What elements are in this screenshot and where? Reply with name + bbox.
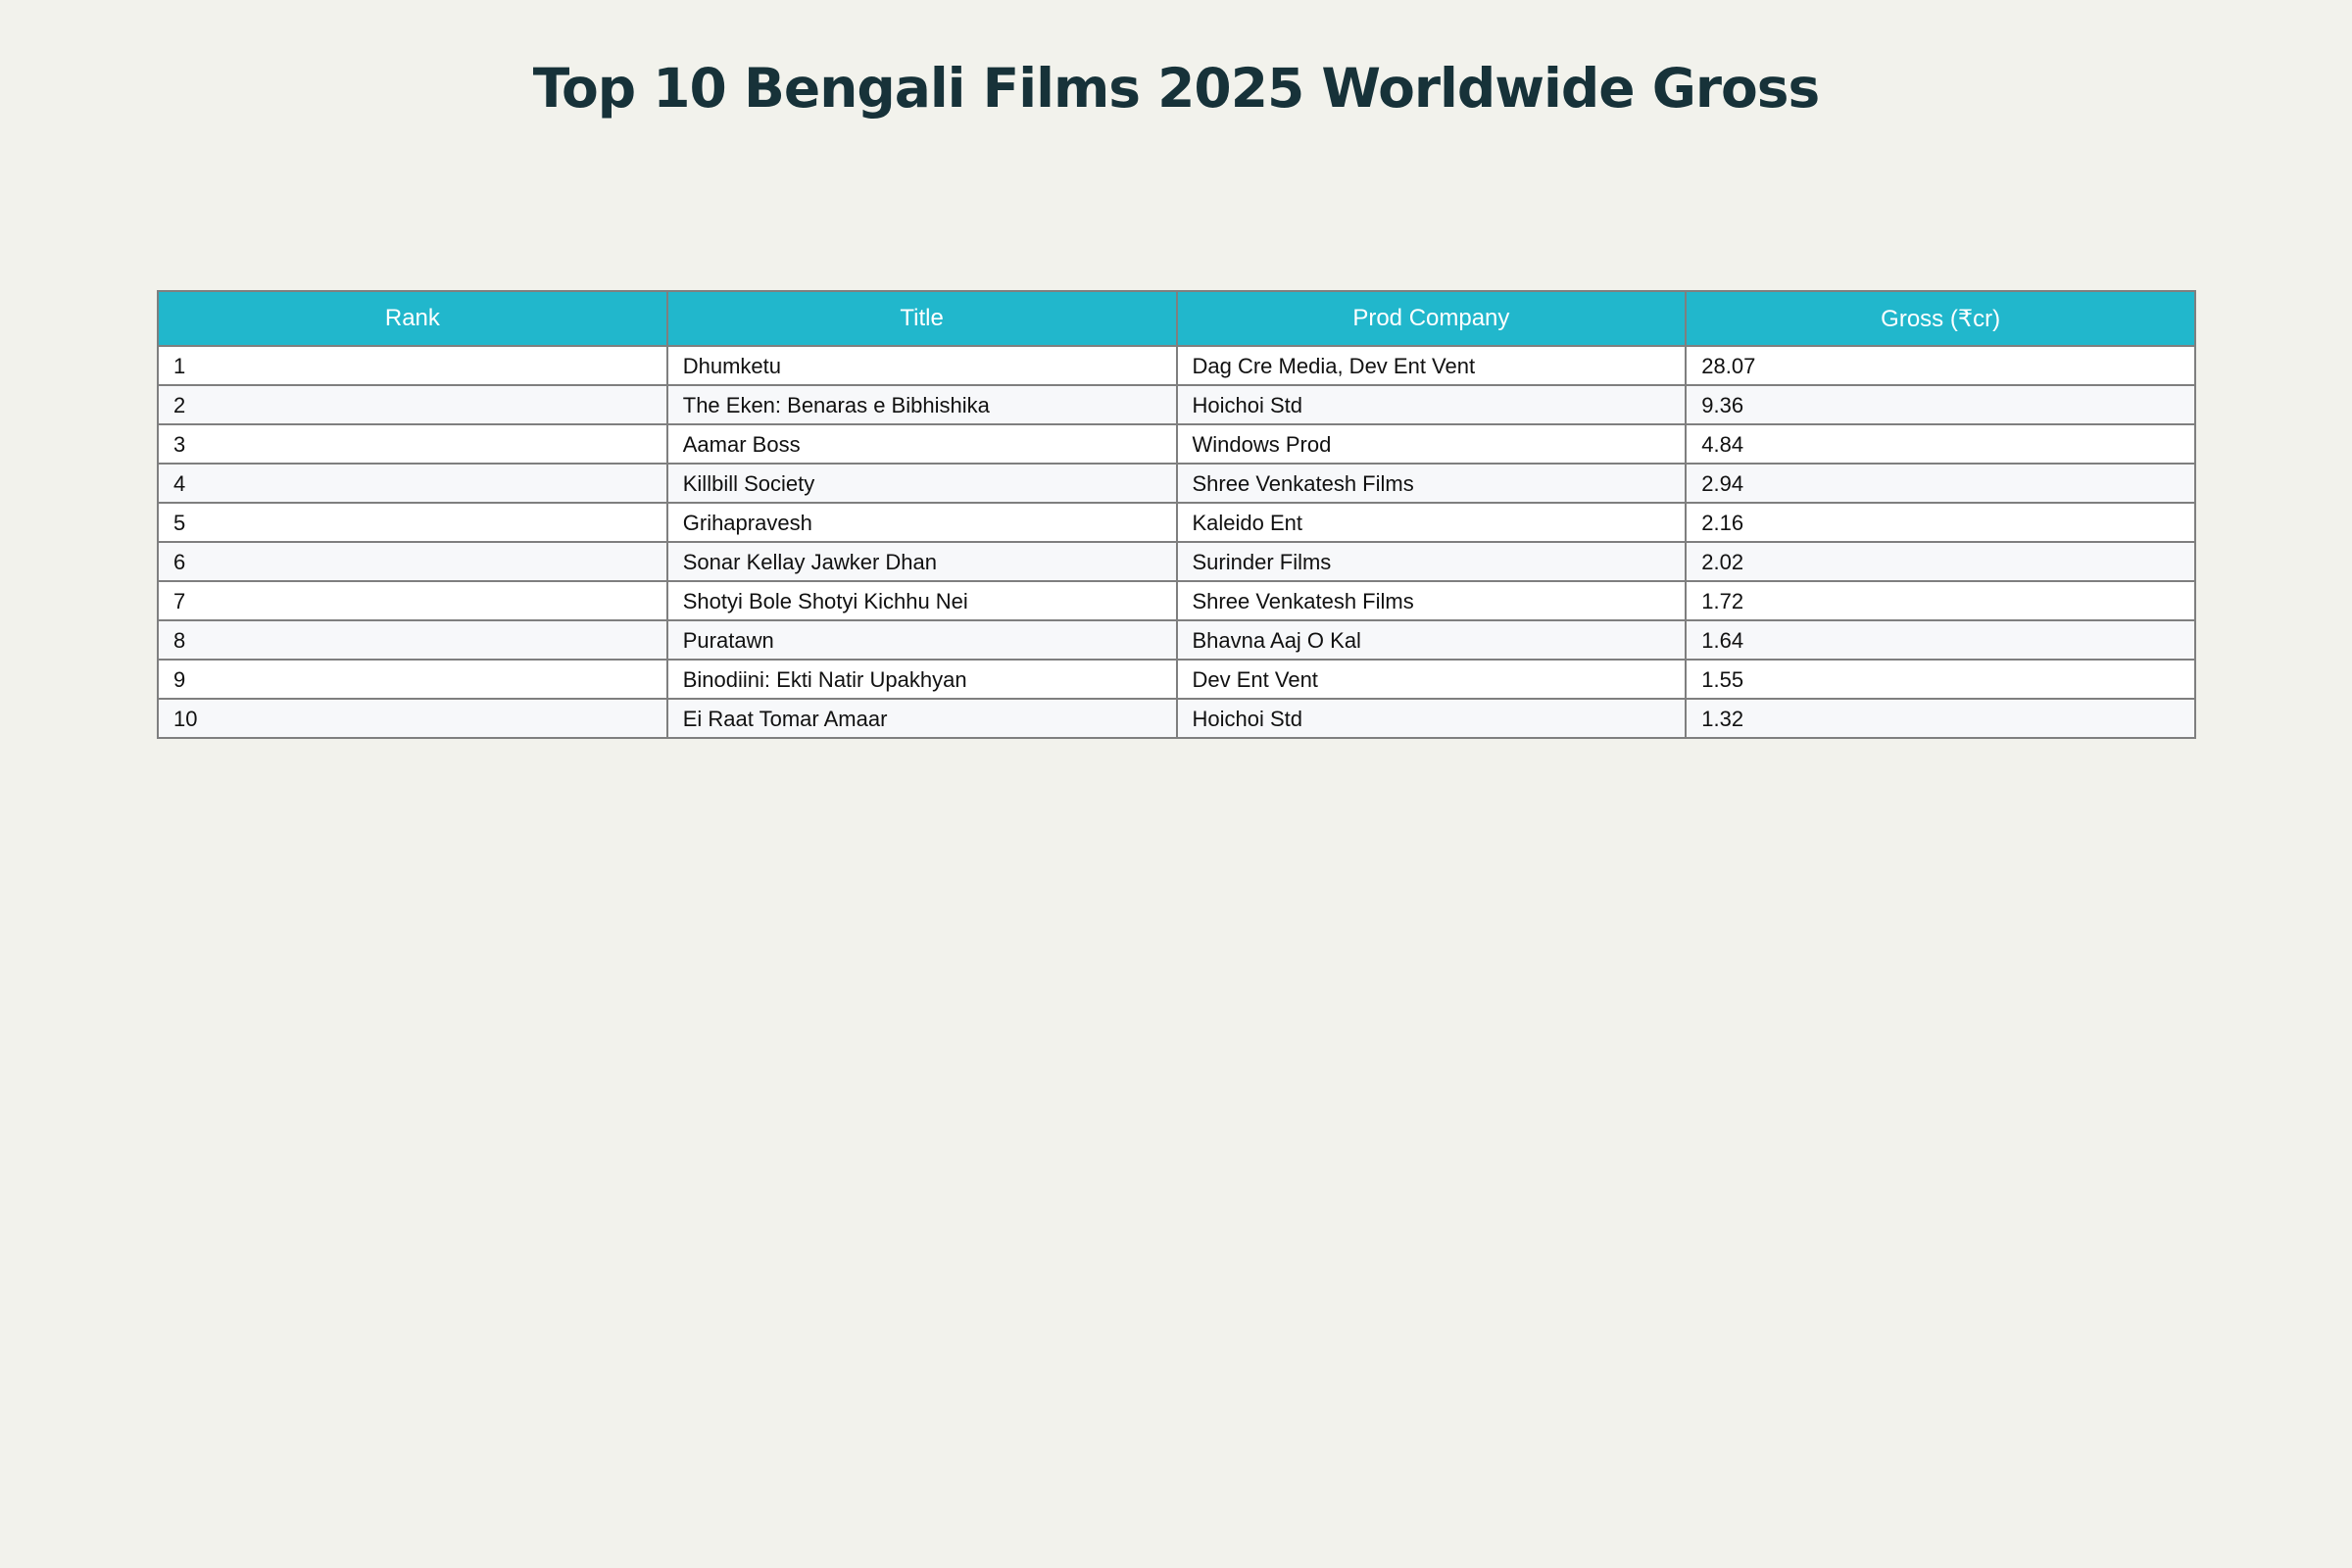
cell-prod-company: Bhavna Aaj O Kal — [1175, 619, 1688, 661]
cell-rank: 5 — [157, 502, 668, 543]
data-table-container: Rank Title Prod Company Gross (₹cr) 1 Dh… — [157, 290, 2196, 739]
table-body: 1 Dhumketu Dag Cre Media, Dev Ent Vent 2… — [157, 345, 2196, 739]
cell-title: The Eken: Benaras e Bibhishika — [665, 384, 1178, 425]
cell-prod-company: Shree Venkatesh Films — [1175, 580, 1688, 621]
table-row: 2 The Eken: Benaras e Bibhishika Hoichoi… — [157, 384, 2196, 425]
cell-rank: 3 — [157, 423, 668, 465]
column-header-prod-company: Prod Company — [1175, 290, 1688, 347]
page-title: Top 10 Bengali Films 2025 Worldwide Gros… — [532, 57, 1820, 120]
cell-gross: 2.16 — [1685, 502, 2196, 543]
table-row: 1 Dhumketu Dag Cre Media, Dev Ent Vent 2… — [157, 345, 2196, 386]
cell-gross: 2.02 — [1685, 541, 2196, 582]
cell-prod-company: Hoichoi Std — [1175, 698, 1688, 739]
cell-rank: 2 — [157, 384, 668, 425]
cell-gross: 1.64 — [1685, 619, 2196, 661]
cell-rank: 1 — [157, 345, 668, 386]
cell-prod-company: Surinder Films — [1175, 541, 1688, 582]
cell-prod-company: Kaleido Ent — [1175, 502, 1688, 543]
table-row: 4 Killbill Society Shree Venkatesh Films… — [157, 463, 2196, 504]
table-row: 3 Aamar Boss Windows Prod 4.84 — [157, 423, 2196, 465]
table-row: 8 Puratawn Bhavna Aaj O Kal 1.64 — [157, 619, 2196, 661]
cell-rank: 6 — [157, 541, 668, 582]
cell-prod-company: Dag Cre Media, Dev Ent Vent — [1175, 345, 1688, 386]
cell-rank: 10 — [157, 698, 668, 739]
cell-gross: 1.32 — [1685, 698, 2196, 739]
table-row: 5 Grihapravesh Kaleido Ent 2.16 — [157, 502, 2196, 543]
column-header-rank: Rank — [157, 290, 668, 347]
cell-rank: 4 — [157, 463, 668, 504]
cell-gross: 2.94 — [1685, 463, 2196, 504]
header-row: Rank Title Prod Company Gross (₹cr) — [157, 290, 2196, 347]
cell-rank: 9 — [157, 659, 668, 700]
table-row: 6 Sonar Kellay Jawker Dhan Surinder Film… — [157, 541, 2196, 582]
films-table: Rank Title Prod Company Gross (₹cr) 1 Dh… — [157, 290, 2196, 739]
cell-rank: 8 — [157, 619, 668, 661]
cell-title: Sonar Kellay Jawker Dhan — [665, 541, 1178, 582]
cell-gross: 28.07 — [1685, 345, 2196, 386]
cell-gross: 1.55 — [1685, 659, 2196, 700]
cell-title: Killbill Society — [665, 463, 1178, 504]
cell-rank: 7 — [157, 580, 668, 621]
cell-title: Ei Raat Tomar Amaar — [665, 698, 1178, 739]
column-header-gross: Gross (₹cr) — [1685, 290, 2196, 347]
cell-title: Shotyi Bole Shotyi Kichhu Nei — [665, 580, 1178, 621]
cell-prod-company: Dev Ent Vent — [1175, 659, 1688, 700]
cell-prod-company: Hoichoi Std — [1175, 384, 1688, 425]
cell-prod-company: Shree Venkatesh Films — [1175, 463, 1688, 504]
cell-gross: 4.84 — [1685, 423, 2196, 465]
cell-prod-company: Windows Prod — [1175, 423, 1688, 465]
cell-gross: 1.72 — [1685, 580, 2196, 621]
table-row: 10 Ei Raat Tomar Amaar Hoichoi Std 1.32 — [157, 698, 2196, 739]
cell-title: Aamar Boss — [665, 423, 1178, 465]
cell-title: Puratawn — [665, 619, 1178, 661]
table-row: 9 Binodiini: Ekti Natir Upakhyan Dev Ent… — [157, 659, 2196, 700]
column-header-title: Title — [665, 290, 1178, 347]
cell-title: Binodiini: Ekti Natir Upakhyan — [665, 659, 1178, 700]
cell-title: Grihapravesh — [665, 502, 1178, 543]
table-row: 7 Shotyi Bole Shotyi Kichhu Nei Shree Ve… — [157, 580, 2196, 621]
cell-gross: 9.36 — [1685, 384, 2196, 425]
cell-title: Dhumketu — [665, 345, 1178, 386]
